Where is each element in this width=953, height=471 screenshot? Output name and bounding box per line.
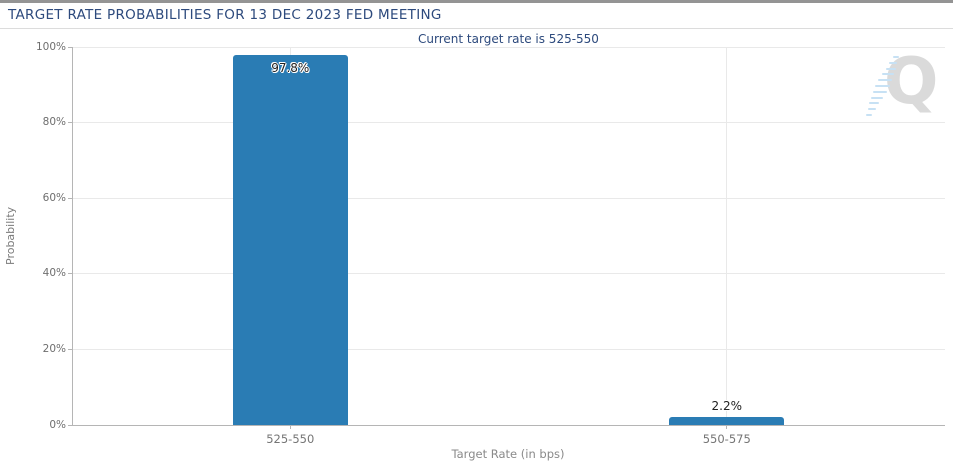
x-gridline [726, 47, 728, 425]
y-tick-mark [68, 348, 72, 350]
watermark-dash [871, 96, 884, 99]
x-tick-mark [289, 425, 291, 429]
y-tick-mark [68, 197, 72, 199]
y-tick-label: 60% [42, 191, 66, 204]
bar-value-label: 97.8% [271, 61, 310, 76]
watermark-dash [866, 114, 872, 116]
watermark-dash [878, 79, 893, 82]
y-axis-title: Probability [4, 206, 17, 266]
watermark-dash [867, 108, 876, 111]
x-tick-mark [726, 425, 728, 429]
y-tick-mark [68, 273, 72, 275]
probability-bar[interactable] [232, 55, 348, 425]
watermark-dash [893, 56, 899, 58]
chart-subtitle: Current target rate is 525-550 [418, 32, 599, 46]
y-gridline [72, 348, 945, 350]
chart-title: TARGET RATE PROBABILITIES FOR 13 DEC 202… [8, 7, 442, 23]
x-axis-title: Target Rate (in bps) [451, 447, 565, 461]
bar-value-label: 2.2% [711, 398, 743, 413]
y-tick-mark [68, 46, 72, 48]
y-gridline [72, 197, 945, 199]
watermark-dash [869, 102, 880, 105]
watermark-dash [872, 90, 887, 93]
x-tick-label: 550-575 [702, 432, 751, 446]
y-tick-label: 100% [35, 40, 66, 53]
watermark-dash [875, 85, 890, 87]
y-gridline [72, 273, 945, 275]
x-axis-line [72, 424, 945, 426]
watermark-dash [881, 73, 894, 76]
y-tick-label: 40% [42, 267, 66, 280]
watermark-dash [889, 61, 898, 64]
y-tick-label: 0% [49, 418, 66, 431]
window-chrome-strip [0, 0, 953, 3]
x-tick-label: 525-550 [266, 432, 315, 446]
title-divider [0, 28, 953, 29]
y-tick-label: 80% [42, 116, 66, 129]
q-watermark-logo: Q [858, 50, 942, 126]
y-gridline [72, 122, 945, 124]
y-tick-mark [68, 424, 72, 426]
probability-bar[interactable] [669, 416, 785, 425]
y-gridline [72, 46, 945, 48]
y-tick-mark [68, 122, 72, 124]
y-axis-line [72, 47, 73, 425]
y-tick-label: 20% [42, 342, 66, 355]
q-watermark-letter: Q [884, 45, 939, 119]
watermark-dash [885, 67, 896, 70]
